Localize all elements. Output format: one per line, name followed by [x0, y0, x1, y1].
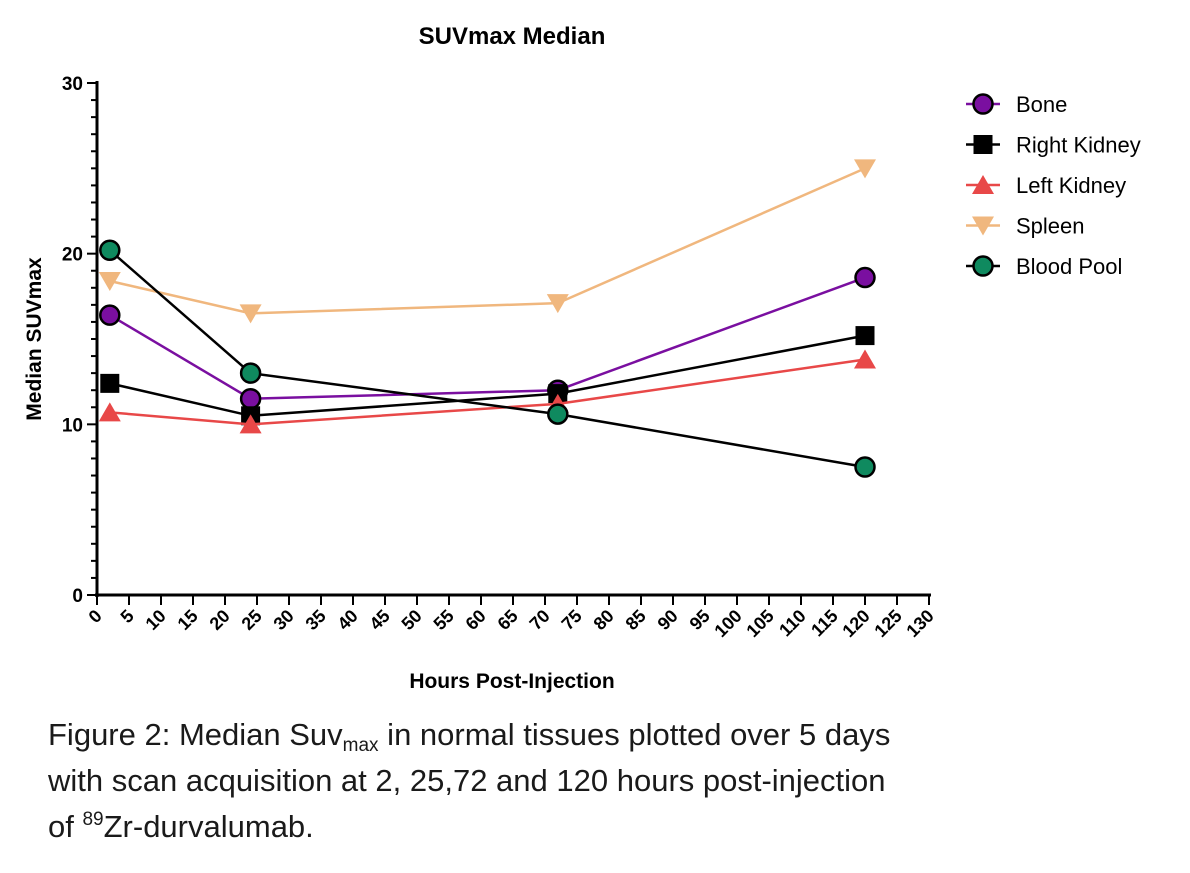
series-right-kidney: [100, 326, 875, 426]
x-tick-label: 0: [85, 606, 106, 627]
legend-marker: [973, 135, 993, 154]
x-tick-label: 60: [462, 606, 490, 634]
chart-title: SUVmax Median: [419, 23, 606, 50]
legend-item: Spleen: [966, 214, 1085, 239]
x-tick-label: 75: [558, 606, 586, 634]
legend-label: Spleen: [1016, 214, 1085, 239]
x-tick-label: 20: [206, 606, 234, 634]
data-point: [854, 266, 876, 289]
series-line: [108, 249, 866, 469]
series-bone: [99, 266, 876, 410]
caption-line-3: of 89Zr-durvalumab.: [48, 804, 1168, 850]
x-tick-label: 50: [398, 606, 426, 634]
legend-marker: [972, 216, 994, 236]
data-point: [98, 402, 121, 422]
x-tick-label: 40: [334, 606, 362, 634]
legend-label: Blood Pool: [1016, 254, 1122, 279]
legend-label: Right Kidney: [1016, 133, 1141, 158]
x-tick-label: 10: [142, 606, 170, 634]
legend-item: Bone: [966, 92, 1067, 117]
line-chart: SUVmax Median Median SUVmax Hours Post-I…: [23, 23, 1141, 693]
x-tick-label: 85: [622, 606, 650, 634]
caption-text-1: Figure 2: Median Suv: [48, 717, 343, 752]
series-line: [109, 358, 866, 426]
y-axis-label: Median SUVmax: [23, 257, 46, 421]
data-point: [239, 387, 262, 410]
x-tick-label: 125: [870, 606, 905, 641]
data-point: [239, 304, 262, 324]
series-line: [109, 334, 866, 418]
x-tick-label: 110: [775, 606, 810, 641]
caption-line-1: Figure 2: Median Suvmax in normal tissue…: [48, 712, 1168, 758]
x-tick-label: 130: [902, 606, 937, 641]
caption-text-2: in normal tissues plotted over 5 days: [378, 717, 891, 752]
data-point: [547, 403, 569, 425]
caption-superscript: 89: [82, 809, 104, 830]
x-tick-label: 25: [238, 606, 266, 634]
x-tick-label: 120: [838, 606, 873, 641]
caption-subscript: max: [342, 735, 379, 756]
legend-marker: [972, 93, 994, 115]
caption-text-4: Zr-durvalumab.: [103, 809, 314, 844]
series-spleen: [98, 159, 876, 324]
series-blood-pool: [99, 239, 876, 478]
y-tick-label: 30: [62, 74, 83, 95]
x-tick-label: 95: [686, 606, 714, 634]
data-point: [98, 271, 121, 291]
x-tick-label: 90: [654, 606, 682, 634]
legend-marker: [972, 255, 994, 277]
data-point: [854, 159, 876, 179]
y-tick-label: 0: [72, 586, 83, 607]
figure-caption: Figure 2: Median Suvmax in normal tissue…: [48, 712, 1168, 850]
legend-item: Right Kidney: [966, 133, 1141, 158]
legend-item: Left Kidney: [966, 173, 1126, 198]
legend: Bone Right Kidney Left Kidney Spleen Blood P…: [966, 92, 1141, 279]
data-point: [99, 304, 121, 326]
x-tick-label: 65: [494, 606, 522, 634]
y-tick-label: 10: [62, 415, 83, 436]
series-layer: [98, 159, 876, 478]
x-tick-label: 45: [366, 606, 394, 634]
data-point: [855, 326, 875, 346]
x-axis-label: Hours Post-Injection: [409, 670, 614, 693]
x-tick-label: 115: [807, 606, 842, 641]
caption-line-2: with scan acquisition at 2, 25,72 and 12…: [48, 763, 886, 798]
data-point: [99, 239, 121, 262]
data-point: [548, 384, 568, 404]
x-tick-label: 100: [710, 606, 745, 641]
x-tick-label: 15: [174, 606, 202, 634]
data-point: [100, 373, 120, 393]
data-point: [239, 362, 262, 384]
x-tick-label: 30: [270, 606, 298, 634]
legend-marker: [972, 175, 994, 194]
x-tick-label: 5: [117, 606, 138, 627]
data-point: [854, 349, 876, 369]
y-tick-label: 20: [62, 245, 83, 266]
x-tick-label: 80: [590, 606, 618, 634]
legend-item: Blood Pool: [966, 254, 1122, 279]
series-line: [109, 276, 866, 400]
caption-text-3: of: [48, 809, 83, 844]
data-point: [239, 414, 262, 434]
data-point: [854, 456, 876, 478]
x-tick-label: 55: [430, 606, 458, 634]
legend-label: Bone: [1016, 92, 1067, 117]
data-point: [546, 294, 569, 314]
series-line: [109, 167, 866, 315]
x-tick-label: 35: [302, 606, 330, 634]
x-tick-label: 70: [526, 606, 554, 634]
x-tick-label: 105: [742, 606, 777, 641]
legend-label: Left Kidney: [1016, 173, 1126, 198]
